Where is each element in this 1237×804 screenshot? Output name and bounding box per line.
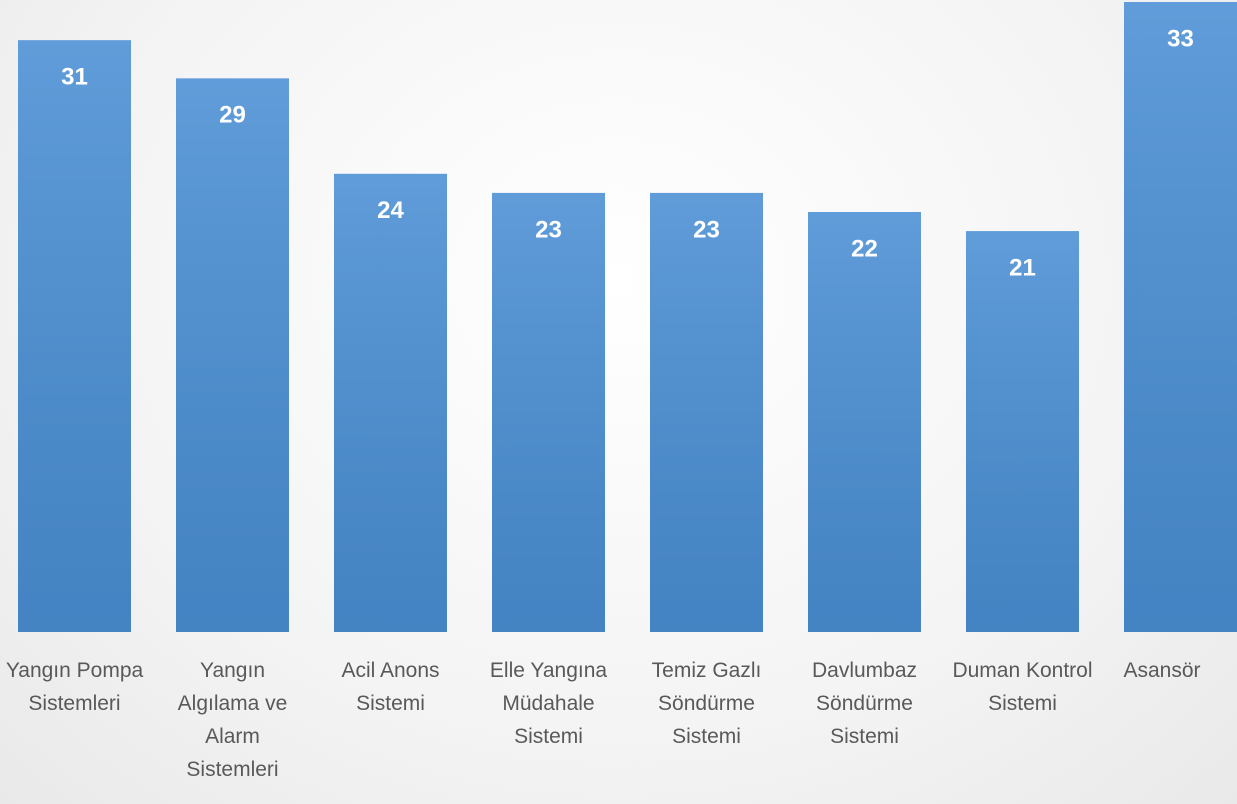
x-tick-label: Davlumbaz Söndürme Sistemi xyxy=(811,659,918,748)
bar-shade xyxy=(808,212,921,632)
x-tick-label: Asansör xyxy=(1123,659,1201,682)
x-tick-label: Elle Yangına Müdahale Sistemi xyxy=(489,659,608,748)
bar-shade xyxy=(650,192,763,632)
bar-shade xyxy=(334,173,447,632)
bar-shade xyxy=(18,40,131,632)
x-tick-label: Duman Kontrol Sistemi xyxy=(952,659,1093,715)
bar-shade xyxy=(1124,2,1237,632)
value-label: 21 xyxy=(1009,254,1036,281)
x-tick-label: Acil Anons Sistemi xyxy=(341,659,440,715)
x-tick-label: Yangın Pompa Sistemleri xyxy=(5,659,144,715)
value-label: 23 xyxy=(693,216,720,243)
value-label: 33 xyxy=(1167,25,1194,52)
value-label: 23 xyxy=(535,216,562,243)
value-label: 29 xyxy=(219,102,246,129)
value-label: 31 xyxy=(61,64,88,91)
bar-shade xyxy=(176,78,289,632)
bar-shade xyxy=(966,231,1079,632)
bar-shade xyxy=(492,192,605,632)
value-label: 22 xyxy=(851,235,878,262)
value-label: 24 xyxy=(377,197,404,224)
x-tick-label: Yangın Algılama ve Alarm Sistemleri xyxy=(177,659,288,781)
x-tick-label: Temiz Gazlı Söndürme Sistemi xyxy=(651,659,762,748)
